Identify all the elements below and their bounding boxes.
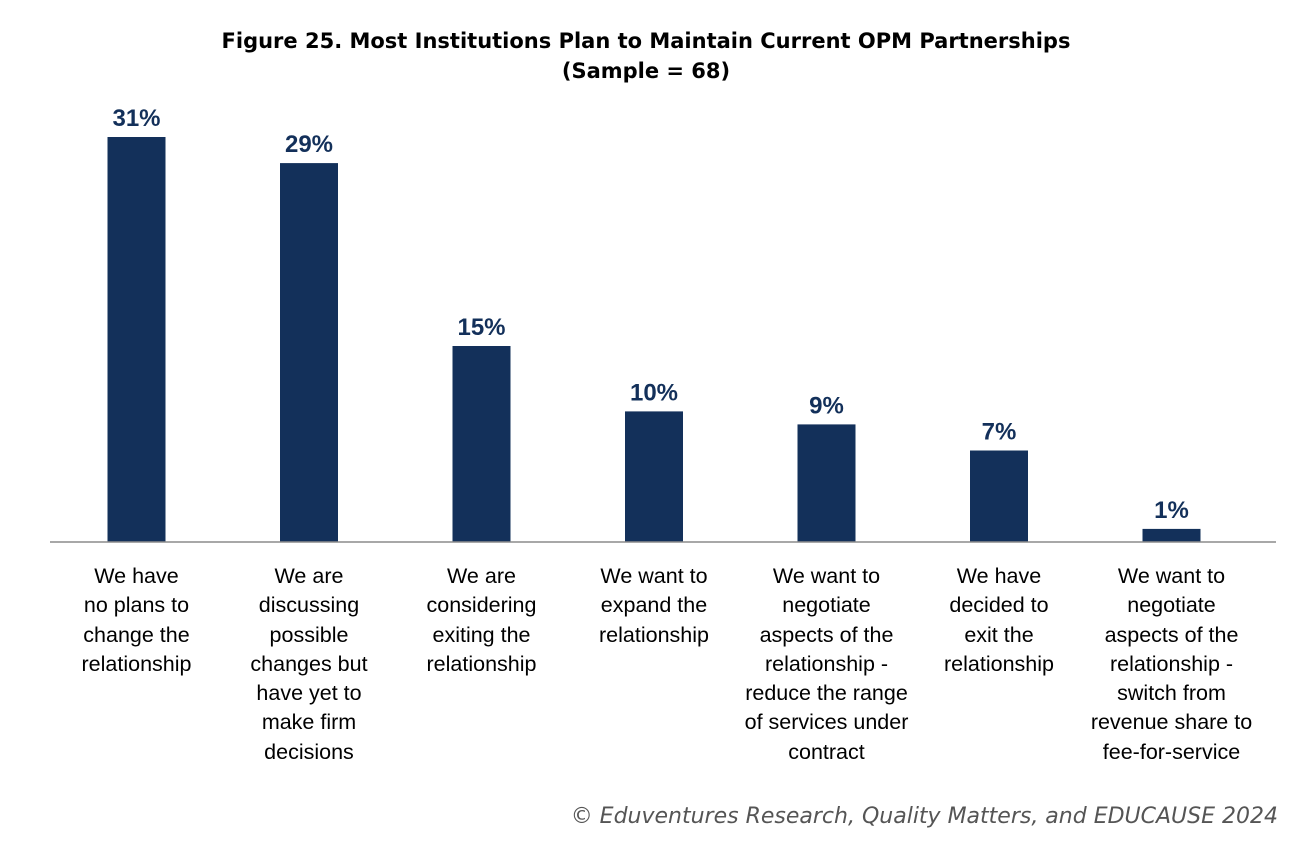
category-label-line: We have: [956, 564, 1042, 588]
bar-6: [970, 450, 1028, 542]
value-labels-group: 31% 29% 15% 10% 9% 7% 1%: [112, 105, 1188, 524]
category-label-line: have yet to: [256, 681, 362, 706]
category-label-line: make firm: [261, 710, 357, 735]
chart-subtitle: (Sample = 68): [561, 59, 731, 83]
data-label-1: 31%: [112, 105, 160, 132]
bar-5: [797, 424, 856, 542]
category-label-line: change the: [83, 622, 190, 647]
category-label-line: We are: [447, 564, 516, 588]
category-label-line: revenue share to: [1090, 710, 1253, 735]
category-label-line: switch from: [1117, 681, 1226, 706]
category-label-6: We have decided to exit the relationship: [912, 562, 1087, 679]
chart-title-text: Figure 25. Most Institutions Plan to Mai…: [221, 29, 1071, 53]
category-label-line: negotiate: [1127, 593, 1216, 618]
category-label-line: We want to: [1117, 564, 1226, 588]
category-label-line: exit the: [964, 622, 1034, 647]
category-label-line: relationship -: [1109, 651, 1234, 676]
category-label-line: relationship: [599, 622, 709, 647]
category-label-line: aspects of the: [759, 622, 894, 647]
category-label-7: We want to negotiate aspects of the relatio…: [1084, 562, 1259, 767]
chart-title: Figure 25. Most Institutions Plan to Mai…: [0, 26, 1292, 86]
bars-group: [107, 137, 1201, 542]
data-label-2: 29%: [285, 131, 333, 158]
category-label-line: of services under: [744, 710, 909, 735]
category-label-line: relationship: [81, 651, 192, 676]
data-label-4: 10%: [630, 379, 678, 406]
category-label-line: changes but: [250, 651, 368, 676]
category-label-line: We are: [274, 564, 344, 588]
category-label-line: fee-for-service: [1102, 739, 1241, 764]
data-label-5: 9%: [809, 392, 844, 419]
category-label-5: We want to negotiate aspects of the relatio…: [739, 562, 914, 767]
bar-2: [280, 163, 338, 542]
category-label-3: We are considering exiting the relationship: [394, 562, 569, 679]
category-label-1: We have no plans to change the relationship: [49, 562, 224, 679]
category-label-line: considering: [426, 593, 537, 618]
category-label-line: expand the: [600, 593, 708, 618]
category-label-line: aspects of the: [1104, 622, 1239, 647]
source-credit: © Eduventures Research, Quality Matters,…: [570, 804, 1278, 829]
bar-1: [107, 137, 166, 542]
category-label-line: decisions: [264, 739, 354, 764]
category-label-line: relationship -: [764, 651, 889, 676]
category-label-line: decided to: [949, 593, 1049, 618]
category-label-4: We want to expand the relationship: [567, 562, 742, 650]
data-label-7: 1%: [1154, 497, 1189, 524]
category-label-line: relationship: [944, 651, 1054, 676]
data-label-6: 7%: [982, 419, 1017, 446]
category-label-line: We want to: [600, 564, 708, 588]
category-label-line: negotiate: [782, 593, 871, 618]
category-label-line: We have: [94, 564, 179, 588]
category-label-line: no plans to: [83, 593, 190, 618]
bar-7: [1142, 528, 1201, 542]
category-label-2: We are discussing possible changes but have …: [222, 562, 397, 767]
category-label-line: possible: [269, 622, 349, 647]
bar-4: [625, 411, 683, 542]
category-label-line: We want to: [772, 564, 881, 588]
category-label-line: relationship: [426, 651, 537, 676]
category-label-line: exiting the: [432, 622, 531, 647]
category-label-line: contract: [788, 739, 865, 764]
category-label-line: discussing: [258, 593, 360, 618]
bar-3: [452, 346, 511, 542]
data-label-3: 15%: [457, 314, 505, 341]
category-label-line: reduce the range: [745, 681, 908, 706]
